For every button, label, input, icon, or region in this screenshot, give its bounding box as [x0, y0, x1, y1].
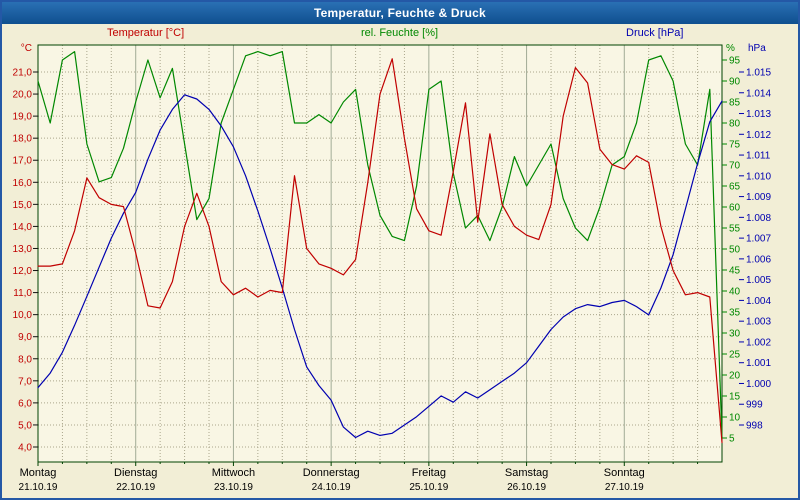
humidity-tick-label: 45 — [729, 266, 741, 277]
day-date-label: 25.10.19 — [409, 482, 448, 493]
day-name-label: Montag — [20, 467, 57, 479]
humidity-tick-label: 60 — [729, 203, 741, 214]
humidity-tick-label: 50 — [729, 245, 741, 256]
temp-tick-label: 9,0 — [18, 332, 32, 343]
humidity-tick-label: 65 — [729, 182, 741, 193]
humidity-tick-label: 55 — [729, 224, 741, 235]
humidity-tick-label: 85 — [729, 98, 741, 109]
pressure-tick-label: 1.014 — [746, 88, 771, 99]
pressure-tick-label: 1.003 — [746, 317, 771, 328]
temp-tick-label: 6,0 — [18, 398, 32, 409]
humidity-line — [37, 50, 723, 439]
pressure-line — [37, 94, 723, 439]
temp-tick-label: 17,0 — [13, 156, 33, 167]
temp-tick-label: 14,0 — [13, 222, 33, 233]
temp-tick-label: 19,0 — [13, 112, 33, 123]
temp-unit-label: °C — [21, 43, 32, 54]
weather-chart: 21,0 20,0 19,0 18,0 17,0 16,0 15,0 14,0 13,0 12,0… — [13, 43, 772, 493]
humidity-axis: 95 90 85 80 75 70 65 60 55 50 45 40 35 30 25 20 15 10 5% — [722, 43, 741, 445]
pressure-tick-label: 1.002 — [746, 337, 771, 348]
humidity-tick-label: 75 — [729, 140, 741, 151]
pressure-tick-label: 1.012 — [746, 130, 771, 141]
pressure-tick-label: 1.001 — [746, 358, 771, 369]
humidity-tick-label: 80 — [729, 119, 741, 130]
title-bar[interactable]: Temperatur, Feuchte & Druck — [2, 2, 798, 24]
humidity-tick-label: 5 — [729, 434, 735, 445]
temp-tick-label: 11,0 — [13, 288, 32, 299]
temp-tick-label: 15,0 — [13, 200, 33, 211]
pressure-tick-label: 1.010 — [746, 171, 771, 182]
day-date-label: 26.10.19 — [507, 482, 546, 493]
humidity-tick-label: 25 — [729, 350, 741, 361]
temp-tick-label: 12,0 — [13, 266, 33, 277]
day-name-label: Freitag — [412, 467, 446, 479]
humidity-unit-label: % — [726, 43, 735, 54]
series — [37, 50, 723, 444]
pressure-unit-label: hPa — [748, 43, 766, 54]
day-date-label: 24.10.19 — [312, 482, 351, 493]
pressure-tick-label: 1.004 — [746, 296, 771, 307]
day-name-label: Mittwoch — [212, 467, 255, 479]
day-date-label: 22.10.19 — [116, 482, 155, 493]
humidity-tick-label: 15 — [729, 392, 741, 403]
pressure-tick-label: 1.009 — [746, 192, 771, 203]
chart-area: 21,0 20,0 19,0 18,0 17,0 16,0 15,0 14,0 13,0 12,0… — [2, 24, 798, 498]
humidity-tick-label: 30 — [729, 329, 741, 340]
day-date-label: 23.10.19 — [214, 482, 253, 493]
temperature-line — [37, 58, 723, 444]
legend-pressure: Druck [hPa] — [626, 27, 684, 39]
humidity-tick-label: 35 — [729, 308, 741, 319]
pressure-tick-label: 1.015 — [746, 68, 771, 79]
pressure-tick-label: 1.013 — [746, 109, 771, 120]
temp-tick-label: 21,0 — [13, 68, 33, 79]
temperature-axis: 21,0 20,0 19,0 18,0 17,0 16,0 15,0 14,0 13,0 12,0… — [13, 43, 38, 453]
x-axis: Montag 21.10.19 Dienstag 22.10.19 Mittwoch 23… — [19, 462, 699, 493]
temp-tick-label: 4,0 — [18, 442, 32, 453]
day-name-label: Dienstag — [114, 467, 157, 479]
pressure-tick-label: 1.011 — [746, 151, 771, 162]
pressure-tick-label: 999 — [746, 400, 763, 411]
legend-humidity: rel. Feuchte [%] — [361, 27, 439, 39]
day-date-label: 27.10.19 — [605, 482, 644, 493]
day-name-label: Samstag — [505, 467, 548, 479]
legend-temperature: Temperatur [°C] — [107, 27, 185, 39]
humidity-tick-label: 10 — [729, 413, 741, 424]
humidity-tick-label: 70 — [729, 161, 741, 172]
temp-tick-label: 16,0 — [13, 178, 33, 189]
pressure-tick-label: 1.008 — [746, 213, 771, 224]
temp-tick-label: 13,0 — [13, 244, 33, 255]
pressure-axis: 1.015 1.014 1.013 1.012 1.011 1.010 1.009 1.008… — [739, 43, 771, 431]
window-title: Temperatur, Feuchte & Druck — [314, 6, 486, 20]
humidity-tick-label: 20 — [729, 371, 741, 382]
temp-tick-label: 8,0 — [18, 354, 32, 365]
pressure-tick-label: 1.007 — [746, 234, 771, 245]
pressure-tick-label: 998 — [746, 420, 763, 431]
day-date-label: 21.10.19 — [19, 482, 58, 493]
temp-tick-label: 20,0 — [13, 90, 33, 101]
temp-tick-label: 18,0 — [13, 134, 33, 145]
pressure-tick-label: 1.006 — [746, 254, 771, 265]
day-name-label: Sonntag — [604, 467, 645, 479]
temp-tick-label: 10,0 — [13, 310, 33, 321]
pressure-tick-label: 1.000 — [746, 379, 771, 390]
humidity-tick-label: 95 — [729, 56, 741, 67]
pressure-tick-label: 1.005 — [746, 275, 771, 286]
gridlines — [38, 45, 722, 462]
day-name-label: Donnerstag — [303, 467, 360, 479]
humidity-tick-label: 40 — [729, 287, 741, 298]
humidity-tick-label: 90 — [729, 77, 741, 88]
temp-tick-label: 7,0 — [18, 376, 32, 387]
temp-tick-label: 5,0 — [18, 420, 32, 431]
